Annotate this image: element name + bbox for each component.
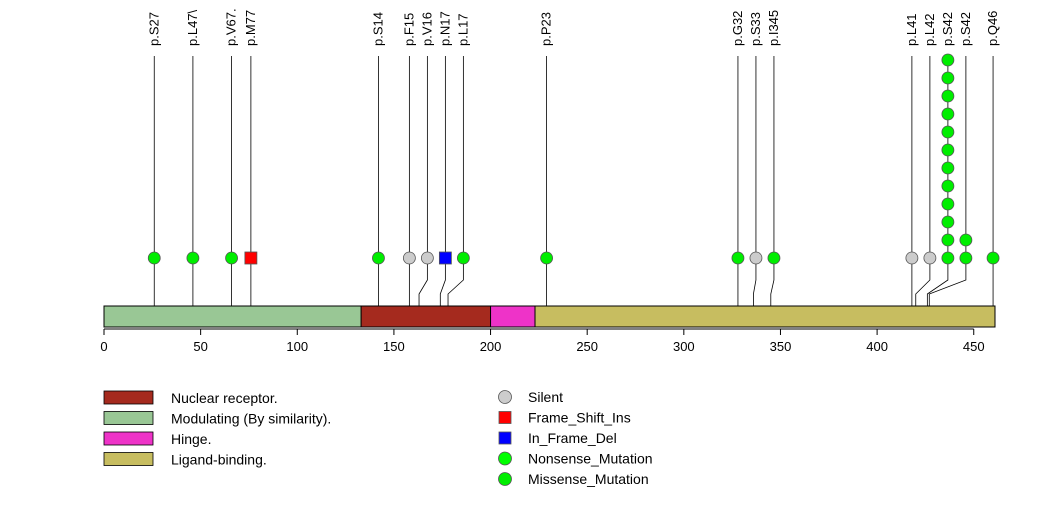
axis-tick-label: 50 [193, 339, 207, 354]
axis-tick-label: 250 [576, 339, 598, 354]
mutation-marker [540, 251, 554, 265]
legend-swatch [103, 452, 154, 466]
mutation-label: p.L47\ [185, 9, 200, 46]
axis-tick-label: 100 [286, 339, 308, 354]
domain-1 [103, 305, 362, 328]
mutation-marker [941, 251, 955, 265]
mutation-stem [753, 56, 757, 306]
mutation-marker [244, 251, 258, 265]
axis-tick-label: 150 [383, 339, 405, 354]
legend-swatch [103, 390, 154, 405]
legend-label: Nuclear receptor. [171, 390, 278, 406]
legend-swatch [103, 411, 154, 425]
legend-label: In_Frame_Del [528, 430, 617, 446]
x-axis: 0 50 100 150 200 250 300 350 400 450 [100, 328, 985, 354]
mutation-marker [420, 251, 434, 265]
mutation-stem [439, 56, 446, 306]
mutation-marker [941, 215, 955, 229]
mutation-label: p.Q46 [985, 11, 1000, 46]
mutation-label: p.L41 [904, 13, 919, 46]
mutation-stem [447, 56, 464, 306]
mutation-label: p.S14 [370, 12, 385, 46]
mutation-marker [941, 107, 955, 121]
legend-label: Silent [528, 389, 563, 405]
mutation-type-legend: Silent Frame_Shift_Ins In_Frame_Del Nonsens… [498, 389, 653, 487]
legend-swatch [103, 431, 154, 446]
mutation-stem [915, 56, 931, 306]
mutation-stem [928, 56, 967, 306]
mutation-marker [372, 251, 385, 265]
legend-label: Missense_Mutation [528, 471, 649, 487]
mutation-label: p.S42 [940, 12, 955, 46]
legend-label: Modulating (By similarity). [171, 411, 331, 427]
mutation-label: p.V67. [224, 8, 239, 46]
mutation-label: p.M77 [243, 10, 258, 46]
legend-marker [498, 451, 512, 466]
mutation-marker [225, 251, 238, 265]
legend-label: Hinge. [171, 431, 211, 447]
mutation-label: p.F15 [401, 13, 416, 46]
mutation-label: p.L17 [455, 13, 470, 46]
mutation-marker [941, 71, 955, 85]
axis-tick-label: 0 [100, 339, 107, 354]
mutation-marker [767, 251, 781, 265]
legend-label: Frame_Shift_Ins [528, 410, 631, 426]
mutation-marker [941, 197, 955, 211]
axis-tick-label: 350 [770, 339, 792, 354]
axis-tick-label: 400 [866, 339, 888, 354]
legend-marker [498, 390, 512, 404]
mutation-label: p.I345 [766, 10, 781, 46]
mutation-label: p.V16 [419, 12, 434, 46]
domain-legend: Nuclear receptor. Modulating (By similari… [103, 390, 331, 468]
legend-label: Ligand-binding. [171, 452, 267, 468]
legend-label: Nonsense_Mutation [528, 451, 653, 467]
mutation-stems [153, 56, 994, 306]
domain-0 [360, 305, 492, 328]
mutation-label: p.S42 [958, 12, 973, 46]
mutation-marker [959, 233, 973, 247]
axis-tick-label: 450 [963, 339, 985, 354]
mutation-marker [941, 89, 955, 103]
mutation-marker [986, 251, 1000, 265]
mutation-marker [941, 53, 955, 67]
mutation-marker [941, 161, 955, 175]
mutation-marker [941, 233, 955, 247]
mutation-marker [456, 251, 470, 265]
mutation-marker [941, 125, 955, 139]
mutation-marker [402, 251, 416, 265]
mutation-label: p.S27 [146, 12, 161, 46]
mutation-label: p.G32 [730, 11, 745, 46]
mutation-label: p.P23 [539, 12, 554, 46]
mutation-marker [959, 251, 973, 265]
mutation-marker [749, 251, 763, 265]
mutation-marker [941, 143, 955, 157]
legend-marker [498, 472, 512, 486]
legend-marker [498, 411, 512, 424]
mutation-markers [147, 53, 1000, 265]
axis-tick-label: 200 [480, 339, 502, 354]
mutation-marker [905, 251, 919, 265]
domain-3 [534, 305, 996, 328]
mutation-labels: p.S27 p.L47\ p.V67. p.M77 p.S14 p.F15 p.V16 p.N… [146, 8, 1000, 46]
axis-tick-label: 300 [673, 339, 695, 354]
legend-marker [498, 431, 512, 445]
mutation-label: p.N17 [437, 11, 452, 46]
mutation-marker [147, 251, 161, 265]
domain-2 [490, 305, 536, 328]
mutation-marker [731, 251, 745, 265]
protein-domain-track [103, 305, 996, 328]
mutation-label: p.L42 [922, 13, 937, 46]
mutation-marker [186, 251, 200, 265]
mutation-stem [418, 56, 428, 306]
mutation-marker [923, 251, 937, 265]
mutation-label: p.S33 [748, 12, 763, 46]
mutation-marker [438, 251, 452, 265]
mutation-marker [941, 179, 955, 193]
mutation-stem [770, 56, 775, 306]
